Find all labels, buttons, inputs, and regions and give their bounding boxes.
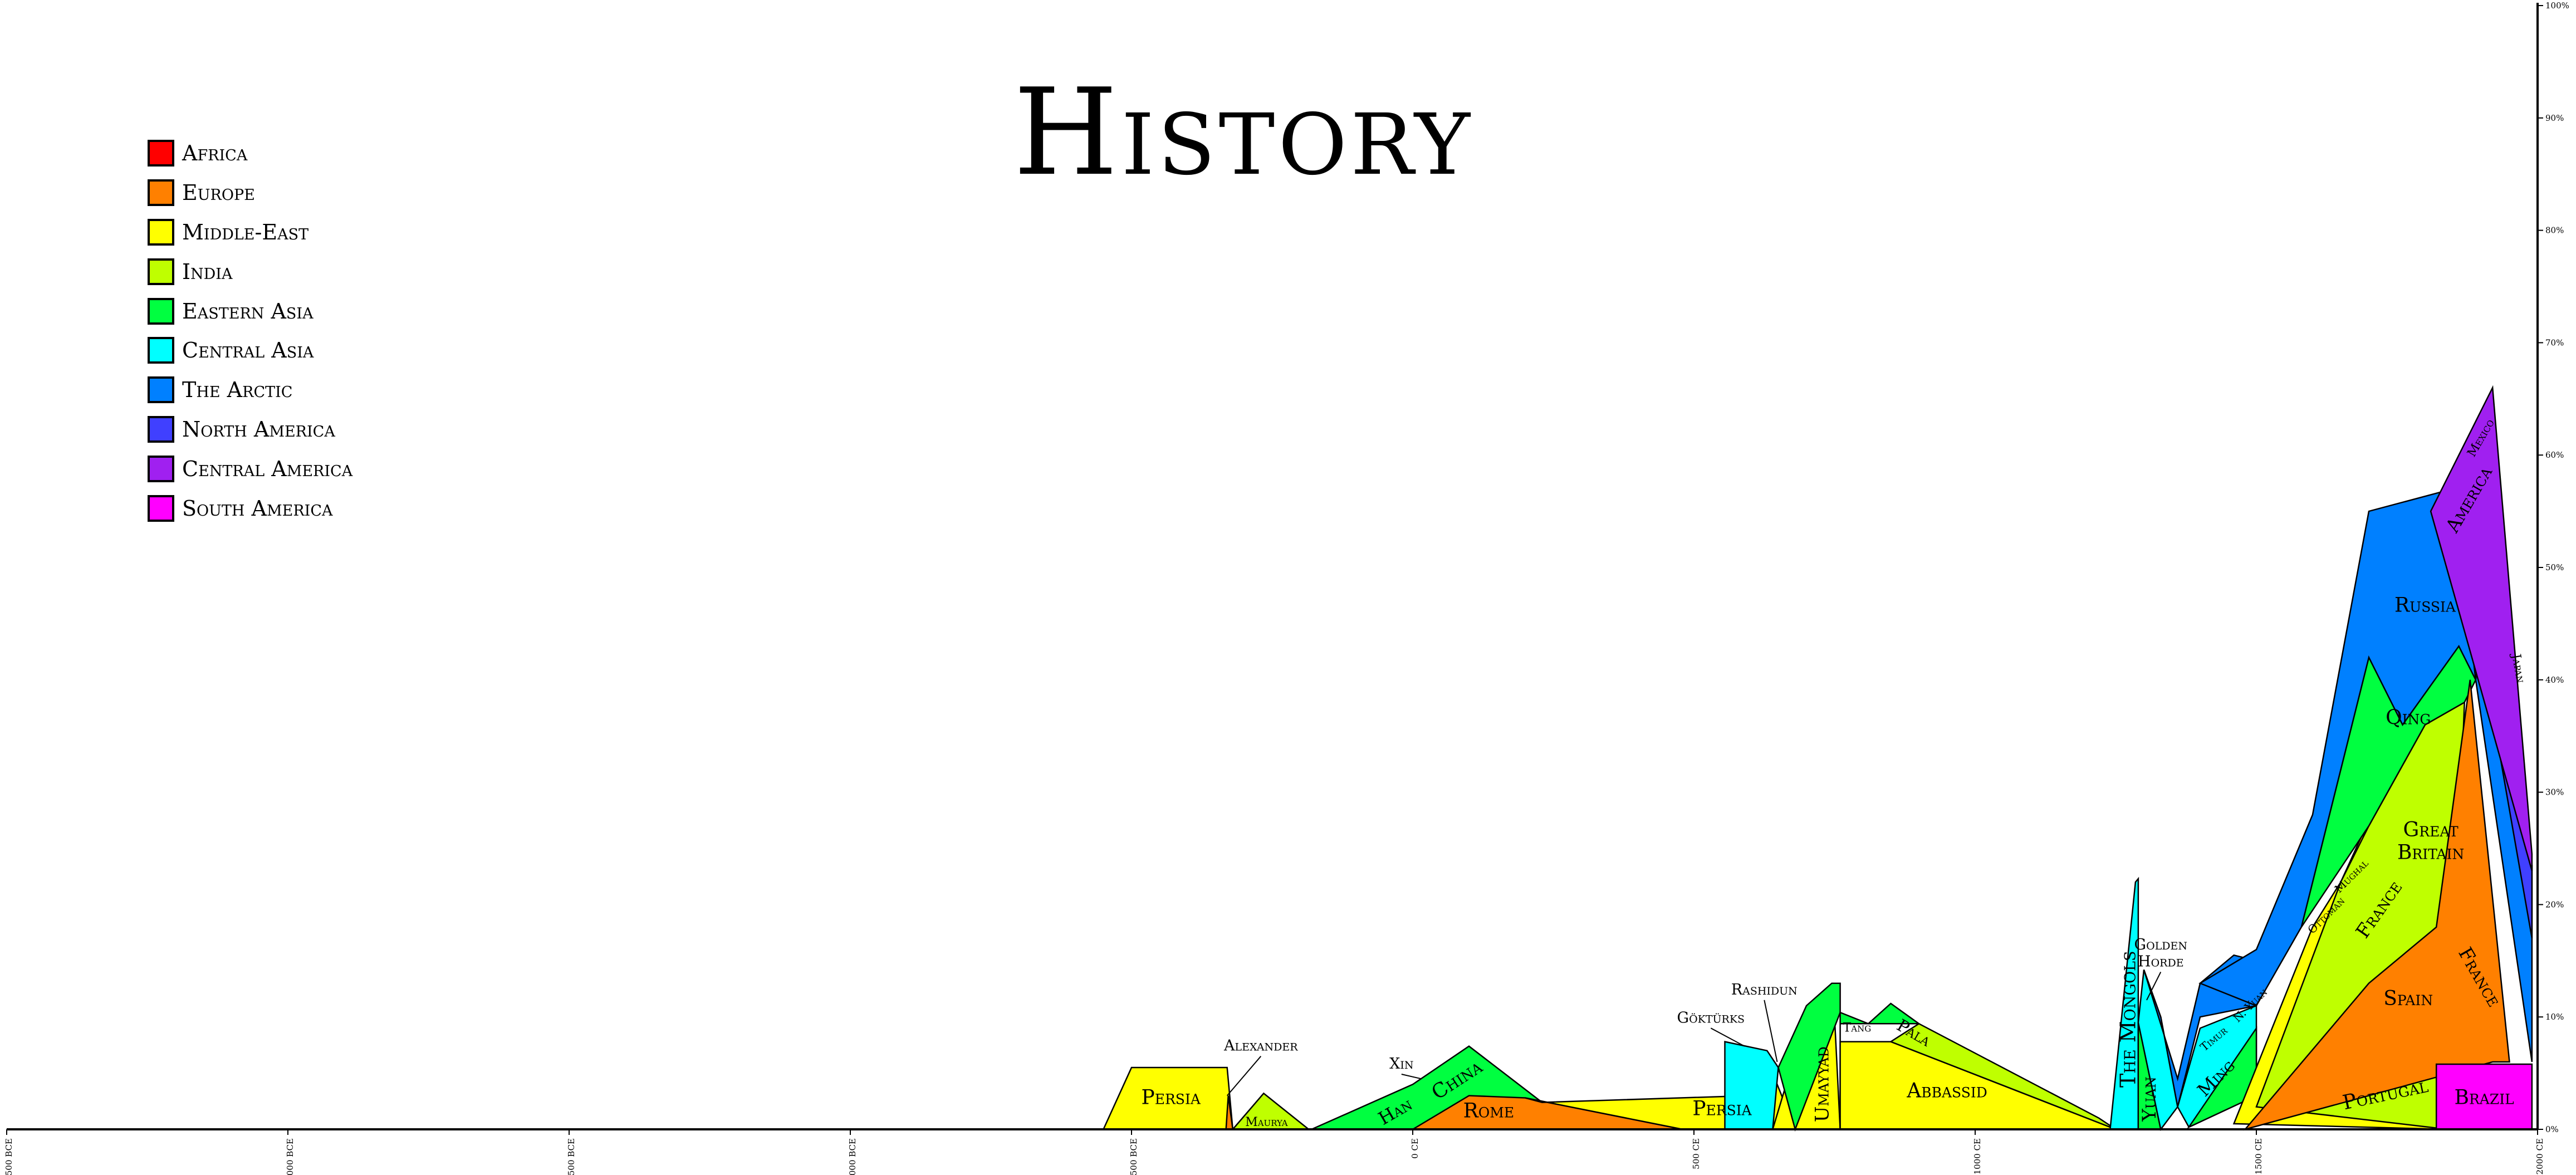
x-tick-label: 2500 BCE (4, 1138, 14, 1175)
region-label-the-mongols: The Mongols (2115, 951, 2140, 1087)
legend-item-europe: Europe (148, 173, 352, 213)
y-tick-label: 60% (2545, 450, 2564, 460)
legend-swatch (148, 495, 174, 522)
legend-label: Middle-East (182, 219, 309, 244)
legend-item-africa: Africa (148, 134, 352, 173)
y-tick-label: 20% (2545, 899, 2564, 909)
region-label-abbassid: Abbassid (1906, 1079, 1987, 1102)
axes-layer: 2500 BCE 2000 BCE 1500 BCE 1000 BCE 500 BCE 0… (4, 1, 2569, 1175)
annotation-leader-line (2146, 971, 2162, 1001)
legend-label: South America (182, 496, 333, 521)
legend-label: Central America (182, 456, 353, 481)
annotation-leader-line (1401, 1074, 1422, 1080)
legend-label: Central Asia (182, 338, 314, 363)
annotation-rashidun: Rashidun (1731, 981, 1798, 998)
chart-title: History (1013, 62, 1473, 202)
area-eastern-asia-9 (1839, 1002, 1921, 1129)
legend-swatch (148, 376, 174, 404)
annotation-leader-line (1226, 1056, 1262, 1096)
legend-item-north-america: North America (148, 410, 352, 449)
region-label-umayyad: Umayyad (1811, 1046, 1833, 1122)
legend-label: Africa (182, 141, 248, 166)
legend-label: The Arctic (182, 378, 293, 403)
area-the-arctic-21 (2198, 488, 2477, 1007)
legend-swatch (148, 415, 174, 443)
region-label-britain: Britain (2397, 841, 2464, 864)
region-label-persia: Persia (1692, 1098, 1752, 1120)
area-central-america-26 (2430, 385, 2533, 872)
legend-item-middle-east: Middle-East (148, 213, 352, 252)
y-tick-label: 30% (2545, 787, 2564, 797)
legend-label: North America (182, 417, 335, 442)
x-tick-label: 2000 CE (2535, 1138, 2545, 1174)
annotation-xin: Xin (1389, 1055, 1413, 1073)
region-label-yuan: Yuan (2138, 1076, 2161, 1122)
region-label-rome: Rome (1463, 1100, 1514, 1123)
legend: Africa Europe Middle-East India Eastern Asia… (148, 134, 352, 528)
legend-swatch (148, 179, 174, 207)
region-label-spain: Spain (2383, 987, 2433, 1010)
annotation-alexander: Alexander (1223, 1037, 1298, 1055)
region-label-tang: Tang (1843, 1021, 1872, 1035)
x-tick-label: 500 CE (1691, 1138, 1701, 1169)
legend-item-central-asia: Central Asia (148, 331, 352, 370)
annotation-leader-line (1710, 1027, 1745, 1047)
x-tick-label: 2000 BCE (285, 1138, 295, 1175)
legend-swatch (148, 218, 174, 246)
x-tick-label: 1000 BCE (848, 1138, 858, 1175)
legend-item-the-arctic: The Arctic (148, 370, 352, 410)
legend-item-india: India (148, 252, 352, 291)
x-tick-label: 0 CE (1410, 1138, 1420, 1159)
region-label-maurya: Maurya (1245, 1115, 1288, 1129)
annotation-g-kt-rks: Göktürks (1677, 1009, 1745, 1026)
y-tick-label: 50% (2545, 562, 2564, 572)
x-tick-label: 1000 CE (1972, 1138, 1982, 1174)
legend-swatch (148, 140, 174, 167)
region-label-brazil: Brazil (2455, 1086, 2514, 1109)
region-label-great: Great (2403, 819, 2459, 841)
legend-item-central-america: Central America (148, 449, 352, 488)
region-label-qing: Qing (2386, 706, 2431, 729)
region-label-persia: Persia (1142, 1086, 1201, 1109)
y-tick-label: 40% (2545, 675, 2564, 685)
x-tick-label: 1500 CE (2254, 1138, 2264, 1174)
legend-item-south-america: South America (148, 488, 352, 528)
y-tick-label: 10% (2545, 1012, 2564, 1022)
y-tick-label: 90% (2545, 113, 2564, 123)
legend-label: Eastern Asia (182, 298, 314, 324)
area-eastern-asia-17 (2187, 1026, 2257, 1129)
y-tick-label: 100% (2545, 1, 2569, 11)
legend-label: India (182, 259, 233, 284)
legend-label: Europe (182, 180, 255, 205)
areas-layer (1102, 385, 2533, 1132)
y-tick-label: 80% (2545, 226, 2564, 236)
x-tick-label: 1500 BCE (566, 1138, 576, 1175)
annotation-leader-line (1764, 1000, 1778, 1063)
region-label-russia: Russia (2394, 594, 2456, 617)
legend-swatch (148, 297, 174, 325)
y-tick-label: 0% (2545, 1124, 2559, 1134)
area-europe-22 (2243, 679, 2510, 1131)
area-india-11 (1889, 1022, 2117, 1130)
legend-item-eastern-asia: Eastern Asia (148, 291, 352, 331)
y-tick-label: 70% (2545, 337, 2564, 347)
legend-swatch (148, 258, 174, 285)
annotation-golden: Golden (2134, 936, 2188, 953)
annotation-horde: Horde (2138, 953, 2184, 970)
x-tick-label: 500 BCE (1129, 1138, 1139, 1175)
legend-swatch (148, 337, 174, 364)
legend-swatch (148, 455, 174, 482)
